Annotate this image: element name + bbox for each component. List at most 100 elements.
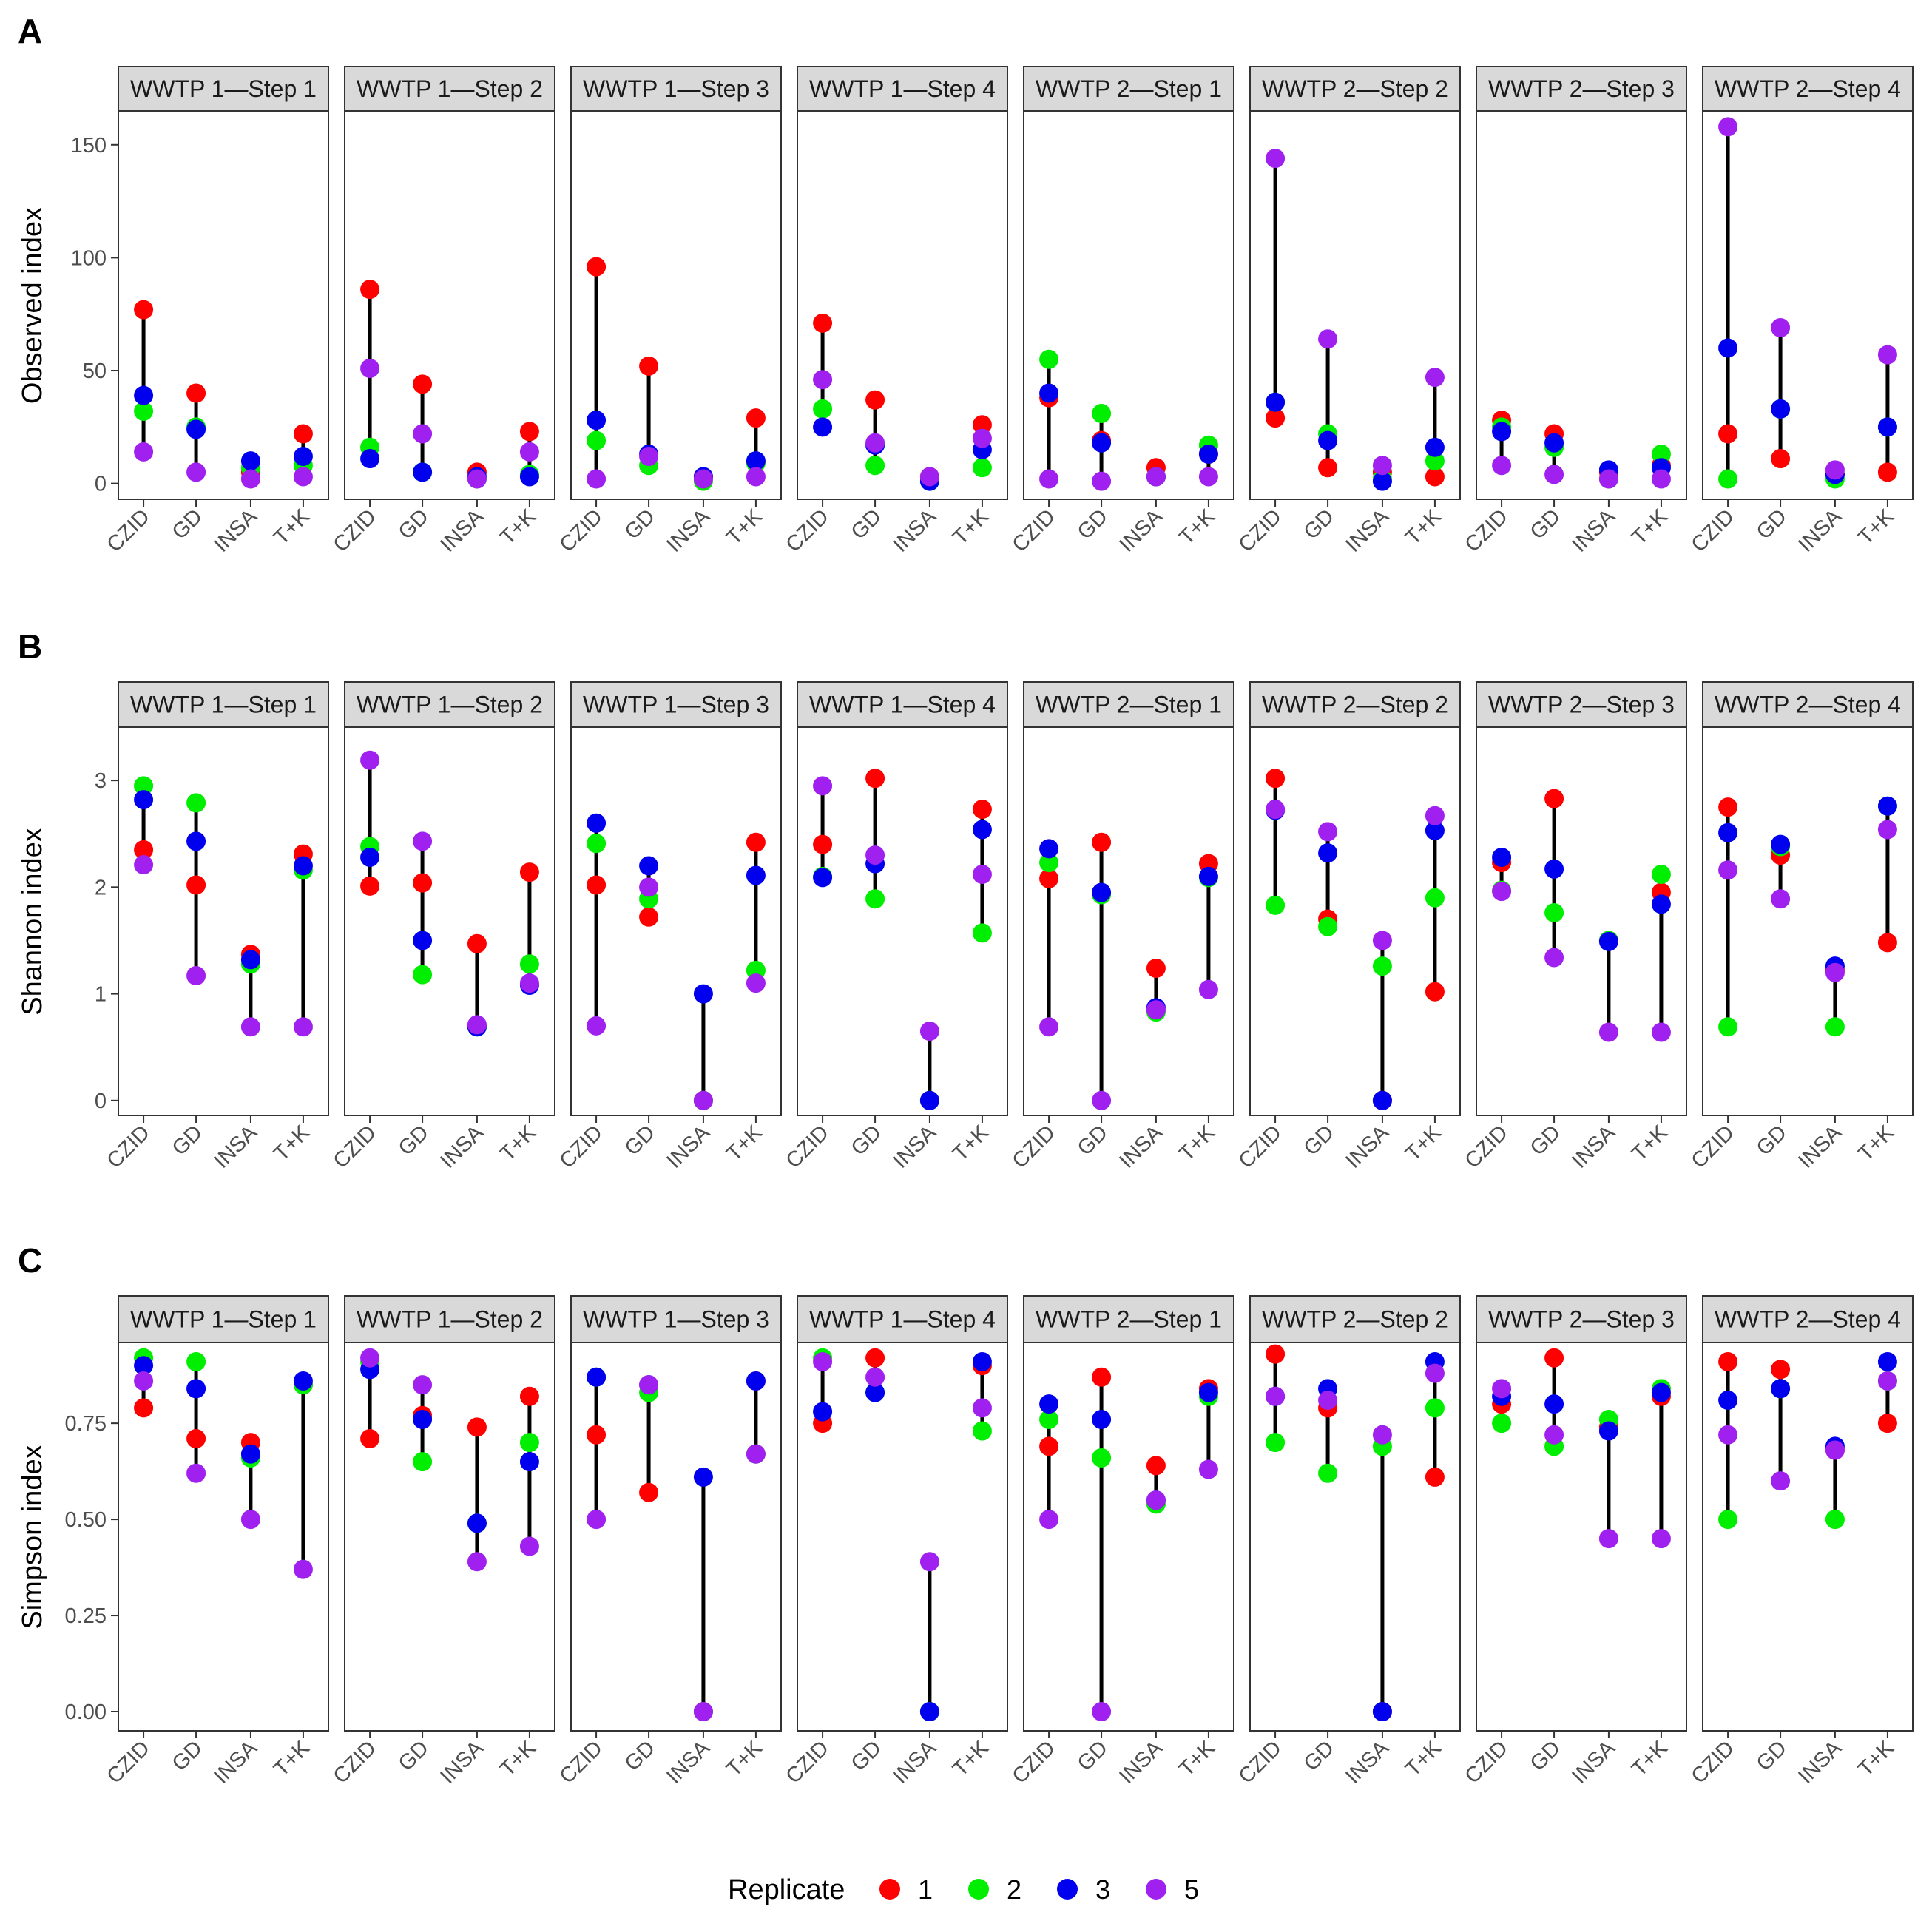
x-tick-label: GD [394,1121,433,1160]
x-tick-label: CZID [329,1736,381,1788]
y-tick-label: 0.50 [65,1508,107,1532]
data-point [1771,318,1791,338]
data-point [134,300,154,320]
data-point [1492,882,1512,902]
data-point [1092,832,1112,852]
data-point [1039,349,1059,369]
x-tick-label: T+K [269,1736,314,1781]
x-tick-label: CZID [782,1121,834,1172]
x-tick-label: INSA [1567,1121,1620,1173]
data-point [1198,979,1218,999]
x-tick-label: INSA [436,504,488,557]
facet-strip-label: WWTP 1—Step 3 [583,1306,769,1333]
facet-strip [1023,1295,1234,1343]
data-point [972,865,992,885]
x-tick-label: CZID [1008,1121,1060,1172]
panel-border [1702,1342,1914,1732]
facet-strip [1476,681,1687,728]
y-tick-label: 0 [95,1090,107,1113]
data-point [467,1513,487,1533]
data-point [1092,1367,1112,1387]
legend-swatch [968,1879,989,1900]
facet-panel: WWTP 1—Step 1 CZID GD INSA T+K [103,681,329,1173]
data-point [360,358,380,378]
facet-strip [344,66,555,112]
data-point [865,769,885,789]
data-point [519,467,539,487]
facet-strip-label: WWTP 2—Step 2 [1262,1306,1448,1333]
facet-strip [1476,66,1687,112]
data-point [413,931,433,950]
data-point [1651,1022,1671,1042]
data-point [1266,408,1286,428]
data-point [1039,868,1059,888]
data-point [1598,1529,1618,1549]
x-tick-label: CZID [329,504,381,556]
x-tick-label: INSA [1115,1736,1167,1789]
data-point [467,933,487,953]
facet-strip [1249,66,1461,112]
data-point [1092,1090,1112,1110]
data-point [1598,469,1618,489]
data-point [919,1022,939,1041]
data-point [1092,404,1112,424]
y-tick-label: 1 [95,983,107,1007]
data-point [972,458,992,478]
x-tick-label: CZID [1234,1121,1286,1172]
x-tick-label: INSA [436,1736,488,1789]
x-tick-label: GD [1300,1736,1339,1775]
facet-strip [1023,66,1234,112]
panel-border [1249,726,1461,1116]
data-point [186,462,206,482]
panel-letter-a: A [18,12,42,50]
data-point [1771,1379,1791,1399]
facet-strip-label: WWTP 2—Step 1 [1036,1306,1222,1333]
x-tick-label: CZID [1461,1121,1513,1172]
x-tick-label: INSA [1341,504,1394,557]
data-point [1425,451,1445,471]
data-point [1877,796,1897,816]
data-point [1372,471,1392,491]
data-point [639,447,659,467]
data-point [813,313,833,333]
data-point [1598,931,1618,951]
panel-border [570,1342,782,1732]
data-point [413,374,433,394]
data-point [360,280,380,300]
x-tick-label: GD [1073,504,1112,544]
x-tick-label: T+K [1854,1121,1899,1166]
data-point [1771,834,1791,854]
data-point [1718,338,1738,358]
data-point [1266,769,1286,789]
y-tick-label: 3 [95,769,107,793]
data-point [1651,865,1671,885]
data-point [746,467,766,487]
data-point [1146,467,1166,487]
x-tick-label: CZID [1687,504,1739,556]
data-point [919,1090,939,1110]
x-tick-label: CZID [1234,504,1286,556]
facet-strip [344,1295,555,1343]
facet-strip [344,681,555,728]
data-point [865,1348,885,1368]
x-tick-label: T+K [1627,1736,1672,1781]
data-point [240,451,260,471]
data-point [587,875,607,895]
data-point [746,865,766,885]
y-tick-label: 50 [83,359,107,383]
data-point [1598,1022,1618,1042]
data-point [413,831,433,851]
x-tick-label: GD [847,504,886,544]
data-point [1372,931,1392,950]
data-point [360,449,380,469]
data-point [1146,1000,1166,1020]
data-point [1825,962,1845,982]
data-point [1651,469,1671,489]
data-point [1544,1425,1564,1445]
y-axis-title: Observed index [17,207,48,404]
data-point [1877,462,1897,482]
facet-strip [1702,681,1914,728]
facet-strip-label: WWTP 2—Step 4 [1715,1306,1901,1333]
data-point [1651,1382,1671,1402]
